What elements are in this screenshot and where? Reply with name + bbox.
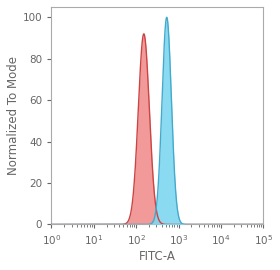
X-axis label: FITC-A: FITC-A (139, 250, 176, 263)
Y-axis label: Normalized To Mode: Normalized To Mode (7, 56, 20, 175)
